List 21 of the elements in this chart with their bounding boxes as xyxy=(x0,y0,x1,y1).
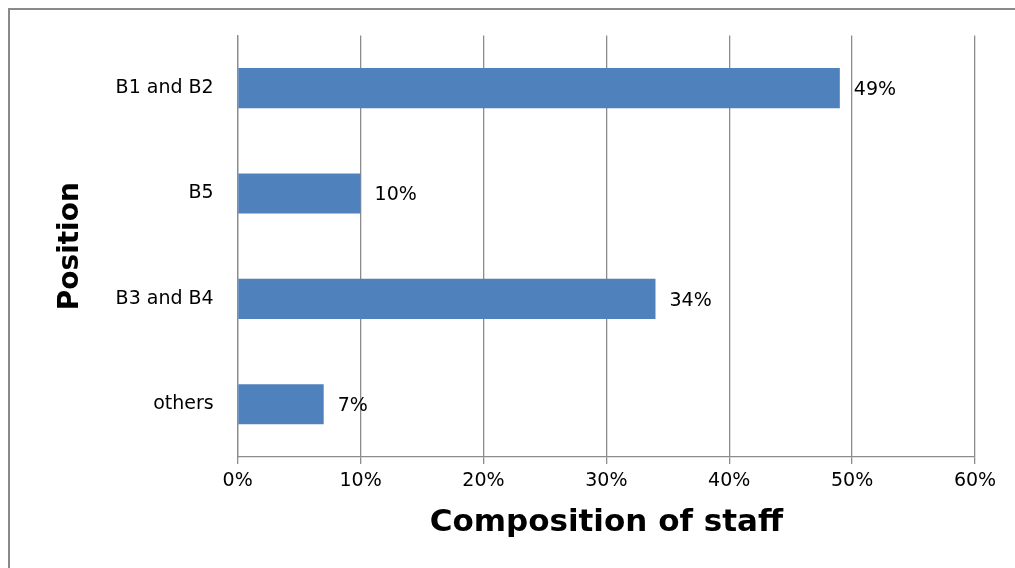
x-tick-label: 10% xyxy=(339,468,382,491)
data-label: 10% xyxy=(374,182,417,205)
bar xyxy=(238,173,361,214)
x-axis-title: Composition of staff xyxy=(429,502,784,539)
y-tick-label: B5 xyxy=(188,180,214,203)
bar xyxy=(238,68,840,109)
x-tick-label: 20% xyxy=(462,468,505,491)
data-label: 34% xyxy=(669,287,712,310)
bar xyxy=(238,384,324,425)
x-tick-label: 0% xyxy=(222,468,253,491)
y-tick-label: others xyxy=(153,391,214,414)
data-label: 49% xyxy=(853,77,897,100)
y-tick-label: B3 and B4 xyxy=(115,285,214,308)
y-tick-label: B1 and B2 xyxy=(115,75,214,98)
x-tick-label: 30% xyxy=(585,468,628,491)
x-tick-label: 50% xyxy=(830,468,874,491)
y-axis-title: Position xyxy=(52,182,86,311)
data-label: 7% xyxy=(337,393,368,416)
bar xyxy=(238,278,656,319)
x-tick-label: 60% xyxy=(953,468,997,491)
x-tick-label: 40% xyxy=(708,468,751,491)
